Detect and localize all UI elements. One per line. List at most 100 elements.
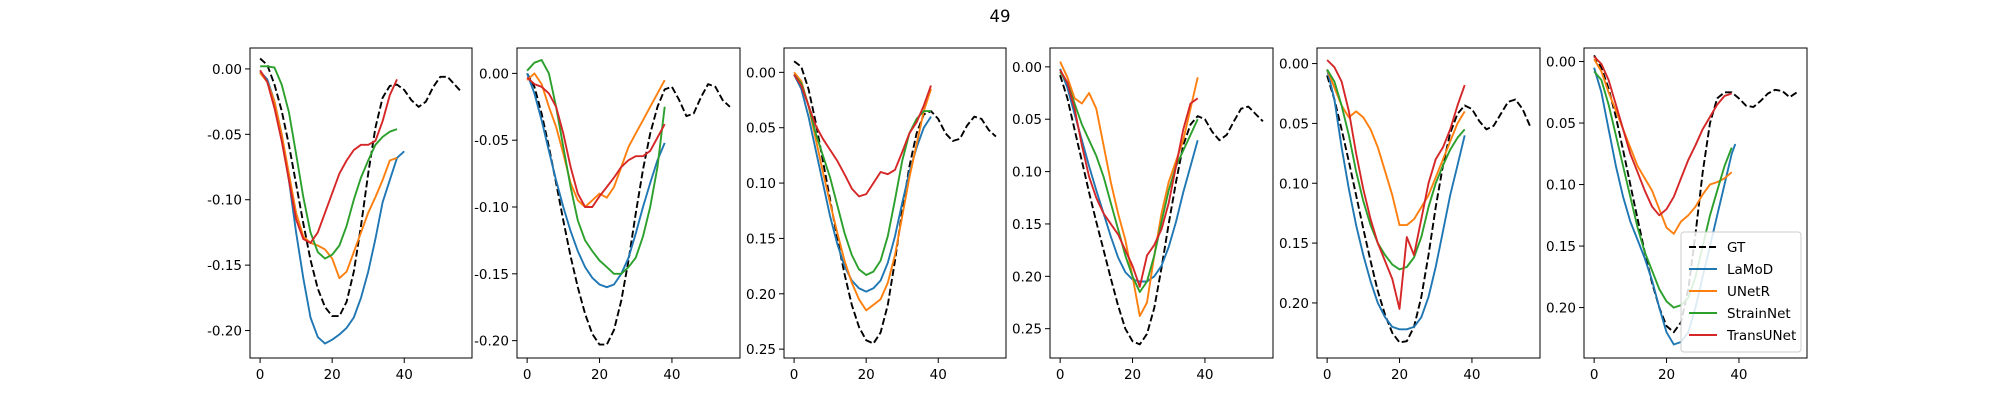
x-tick-label: 0 [256,367,265,383]
series-group [526,59,731,346]
series-line-lamod [1593,67,1737,346]
legend-label-transunet: TransUNet [1726,328,1796,344]
y-tick-label: 0.15 [1012,217,1042,233]
axes-frame [1316,47,1541,359]
series-line-gt [1059,74,1264,346]
series-line-transunet [1593,55,1733,217]
legend-label-gt: GT [1727,240,1746,256]
series-line-unetr [1059,61,1199,318]
y-tick-label: 0.20 [1279,296,1309,312]
series-line-unetr [1593,58,1733,235]
axes-frame [516,47,741,359]
y-tick-label: 0.00 [212,62,242,78]
series-group [1059,61,1264,346]
x-tick-label: 40 [1730,367,1747,383]
axes-frame [1583,47,1808,359]
legend-label-lamod: LaMoD [1727,262,1773,278]
y-tick-label: 0.20 [1012,269,1042,285]
x-tick-label: 40 [1196,367,1213,383]
x-tick-label: 0 [1323,367,1332,383]
series-line-transunet [1326,59,1466,310]
x-tick-label: 0 [523,367,532,383]
y-tick-label: 0.20 [1546,301,1576,317]
y-tick-label: 0.00 [746,65,776,81]
y-tick-label: 0.00 [1279,57,1309,73]
y-tick-label: 0.20 [746,287,776,303]
subplot-2: 0 20 40 0.00 -0.05 -0.10 -0.15 -0.20 [474,47,741,383]
x-tick-label: 40 [1463,367,1480,383]
series-line-lamod [1059,68,1199,283]
series-line-lamod [793,74,932,293]
y-tick-label: 0.10 [1279,176,1309,192]
y-tick-label: -0.10 [474,200,509,216]
x-tick-label: 20 [1658,367,1675,383]
x-tick-label: 20 [858,367,875,383]
axes-frame [1049,47,1274,359]
subplot-4: 0 20 40 0.00 0.05 0.10 0.15 0.20 0.25 [1012,47,1274,383]
series-line-lamod [259,70,405,345]
series-line-transunet [259,69,398,244]
x-tick-label: 40 [396,367,413,383]
y-tick-label: 0.15 [746,231,776,247]
series-line-strainnet [1593,70,1733,309]
y-tick-label: -0.20 [207,324,242,340]
series-line-lamod [1326,69,1466,331]
series-group [793,60,997,345]
axes-frame [783,47,1007,359]
series-line-gt [259,57,463,318]
x-tick-label: 0 [790,367,799,383]
series-line-gt [1326,75,1531,344]
subplot-3: 0 20 40 0.00 0.05 0.10 0.15 0.20 0.25 [746,47,1007,383]
y-tick-label: 0.25 [746,342,776,358]
legend-box [1680,231,1802,353]
series-line-transunet [793,74,932,198]
series-line-lamod [526,73,666,289]
x-tick-label: 20 [1124,367,1141,383]
y-tick-label: -0.05 [207,127,242,143]
x-tick-label: 20 [1391,367,1408,383]
x-tick-label: 20 [591,367,608,383]
y-tick-label: 0.05 [1279,116,1309,132]
y-tick-label: 0.05 [1546,116,1576,132]
x-tick-label: 40 [663,367,680,383]
subplot-6: 0 20 40 0.00 0.05 0.10 0.15 0.20 [1546,47,1808,383]
series-line-gt [793,60,997,345]
series-line-strainnet [526,59,666,275]
y-tick-label: 0.05 [1012,112,1042,128]
y-tick-label: 0.15 [1546,239,1576,255]
series-line-unetr [526,72,666,208]
y-tick-label: 0.25 [1012,322,1042,338]
y-tick-label: 0.10 [746,176,776,192]
y-tick-label: 0.15 [1279,236,1309,252]
y-tick-label: 0.10 [1012,165,1042,181]
series-line-strainnet [260,65,398,260]
series-line-unetr [259,72,398,280]
y-tick-label: -0.05 [474,133,509,149]
series-line-gt [526,72,731,346]
y-tick-label: 0.00 [1012,60,1042,76]
series-line-strainnet [1326,69,1466,271]
legend-label-unetr: UNetR [1727,284,1770,300]
legend-label-strainnet: StrainNet [1727,306,1791,322]
series-line-transunet [526,76,666,208]
x-tick-label: 20 [324,367,341,383]
subplot-grid: 0 20 40 0.00 -0.05 -0.10 -0.15 -0.20 0 20 40 0.00 -0… [207,47,1808,383]
series-group [1326,59,1531,344]
x-tick-label: 40 [930,367,947,383]
y-tick-label: 0.00 [479,66,509,82]
y-tick-label: -0.15 [207,258,242,274]
x-tick-label: 0 [1056,367,1065,383]
x-tick-label: 0 [1590,367,1599,383]
y-tick-label: -0.15 [474,267,509,283]
series-line-transunet [1059,69,1199,288]
figure-title: 49 [990,7,1011,26]
y-tick-label: -0.10 [207,193,242,209]
series-group [259,57,463,345]
series-line-unetr [793,71,932,312]
axes-frame [249,47,473,359]
y-tick-label: 0.05 [746,121,776,137]
series-line-unetr [1326,69,1466,227]
y-tick-label: 0.10 [1546,178,1576,194]
legend: GT LaMoD UNetR StrainNet TransUNet [1680,231,1802,353]
